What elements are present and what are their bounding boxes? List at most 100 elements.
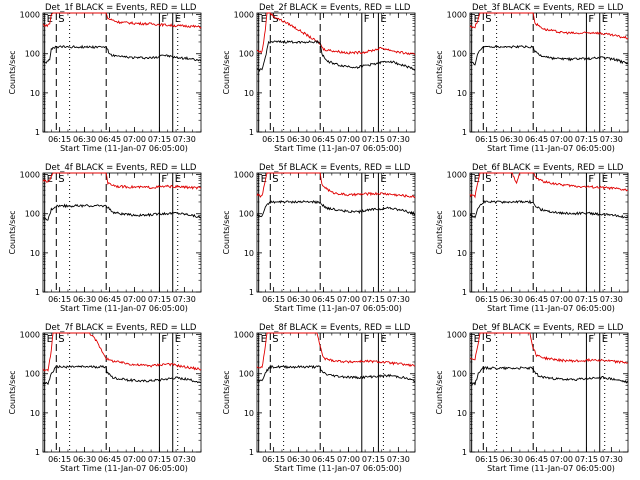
event-marker-label: F: [161, 334, 167, 345]
y-tick-label: 1000: [234, 331, 254, 340]
events-series-line: [42, 203, 202, 221]
y-tick-label: 10: [244, 89, 254, 98]
plot-frame: [42, 12, 202, 133]
event-marker-label: S: [485, 14, 491, 25]
panel-title: Det_9f BLACK = Events, RED = LLD: [472, 323, 624, 333]
x-tick-label: 07:00: [550, 455, 573, 464]
y-axis-label: Counts/sec: [222, 370, 231, 414]
detector-panel: Det_3f BLACK = Events, RED = LLD 1 10 100 10…: [435, 3, 629, 153]
y-tick-label: 1000: [20, 171, 40, 180]
event-marker-label: E: [602, 174, 608, 185]
event-marker-label: E: [261, 174, 267, 185]
event-marker-label: E: [380, 334, 386, 345]
event-marker-label: F: [364, 334, 370, 345]
x-tick-label: 06:15: [475, 295, 498, 304]
panel-title: Det_3f BLACK = Events, RED = LLD: [472, 3, 624, 13]
x-tick-label: 07:00: [337, 455, 360, 464]
y-tick-label: 100: [239, 210, 254, 219]
lld-series-line: [42, 12, 202, 29]
event-marker-label: E: [474, 334, 480, 345]
plot-frame: [469, 332, 629, 453]
y-tick-label: 1000: [20, 11, 40, 20]
events-series-line: [256, 39, 416, 72]
y-tick-label: 1000: [447, 11, 467, 20]
y-tick-label: 1: [462, 128, 467, 137]
y-tick-label: 100: [452, 50, 467, 59]
x-tick-label: 07:15: [575, 455, 598, 464]
lld-series-line: [256, 332, 416, 369]
event-marker-label: F: [364, 174, 370, 185]
x-tick-label: 06:15: [48, 455, 71, 464]
plot-frame: [256, 332, 416, 453]
lld-series-line: [42, 332, 202, 372]
x-tick-label: 07:00: [337, 135, 360, 144]
event-marker-label: E: [602, 334, 608, 345]
x-tick-label: 07:15: [362, 455, 385, 464]
y-tick-label: 10: [30, 409, 40, 418]
x-tick-label: 07:30: [387, 455, 410, 464]
y-axis-label: Counts/sec: [8, 370, 17, 414]
y-tick-label: 1000: [447, 331, 467, 340]
y-tick-label: 1: [249, 128, 254, 137]
x-tick-label: 07:15: [148, 295, 171, 304]
event-marker-label: E: [261, 334, 267, 345]
y-tick-label: 10: [244, 409, 254, 418]
lld-series-line: [256, 172, 416, 199]
x-tick-label: 07:15: [575, 135, 598, 144]
event-marker-label: F: [588, 174, 594, 185]
y-axis-label: Counts/sec: [222, 210, 231, 254]
y-tick-label: 10: [457, 409, 467, 418]
x-tick-label: 07:00: [337, 295, 360, 304]
y-tick-label: 100: [239, 50, 254, 59]
plot-frame: [469, 12, 629, 133]
detector-panel: Det_8f BLACK = Events, RED = LLD 1 10 100 10…: [222, 323, 416, 473]
x-tick-label: 06:45: [525, 135, 548, 144]
x-axis-label: Start Time (11-Jan-07 06:05:00): [274, 464, 402, 473]
event-marker-label: S: [272, 174, 278, 185]
detector-panel: Det_7f BLACK = Events, RED = LLD 1 10 100 10…: [8, 323, 202, 473]
x-tick-label: 06:30: [73, 295, 96, 304]
detector-panel: Det_2f BLACK = Events, RED = LLD 1 10 100 10…: [222, 3, 416, 153]
y-axis-label: Counts/sec: [435, 370, 444, 414]
x-tick-label: 07:30: [173, 455, 196, 464]
x-tick-label: 06:15: [262, 455, 285, 464]
y-tick-label: 1000: [20, 331, 40, 340]
y-tick-label: 100: [452, 370, 467, 379]
x-tick-label: 06:15: [262, 135, 285, 144]
x-axis-label: Start Time (11-Jan-07 06:05:00): [487, 144, 615, 153]
event-marker-label: S: [58, 174, 64, 185]
lld-series-line: [469, 12, 629, 40]
x-tick-label: 06:45: [98, 295, 121, 304]
event-marker-label: E: [175, 174, 181, 185]
lld-series-line: [42, 172, 202, 190]
event-marker-label: E: [47, 14, 53, 25]
x-tick-label: 06:30: [500, 455, 523, 464]
event-marker-label: S: [485, 334, 491, 345]
panel-title: Det_5f BLACK = Events, RED = LLD: [259, 163, 411, 173]
plot-frame: [256, 12, 416, 133]
x-tick-label: 07:15: [148, 135, 171, 144]
event-marker-label: S: [58, 14, 64, 25]
x-tick-label: 06:45: [312, 295, 335, 304]
x-tick-label: 07:00: [550, 135, 573, 144]
event-marker-label: E: [175, 14, 181, 25]
events-series-line: [469, 199, 629, 219]
panel-title: Det_1f BLACK = Events, RED = LLD: [45, 3, 197, 13]
x-tick-label: 07:30: [600, 135, 623, 144]
event-marker-label: E: [474, 14, 480, 25]
x-tick-label: 06:30: [287, 455, 310, 464]
event-marker-label: E: [175, 334, 181, 345]
event-marker-label: S: [485, 174, 491, 185]
y-axis-label: Counts/sec: [435, 210, 444, 254]
event-marker-label: F: [161, 174, 167, 185]
y-axis-label: Counts/sec: [435, 50, 444, 94]
x-tick-label: 06:45: [312, 135, 335, 144]
panel-title: Det_2f BLACK = Events, RED = LLD: [259, 3, 411, 13]
x-axis-label: Start Time (11-Jan-07 06:05:00): [60, 464, 188, 473]
panel-title: Det_8f BLACK = Events, RED = LLD: [259, 323, 411, 333]
y-tick-label: 100: [25, 370, 40, 379]
lld-series-line: [469, 172, 629, 199]
x-axis-label: Start Time (11-Jan-07 06:05:00): [487, 304, 615, 313]
event-marker-label: E: [474, 174, 480, 185]
detector-panel: Det_6f BLACK = Events, RED = LLD 1 10 100 10…: [435, 163, 629, 313]
